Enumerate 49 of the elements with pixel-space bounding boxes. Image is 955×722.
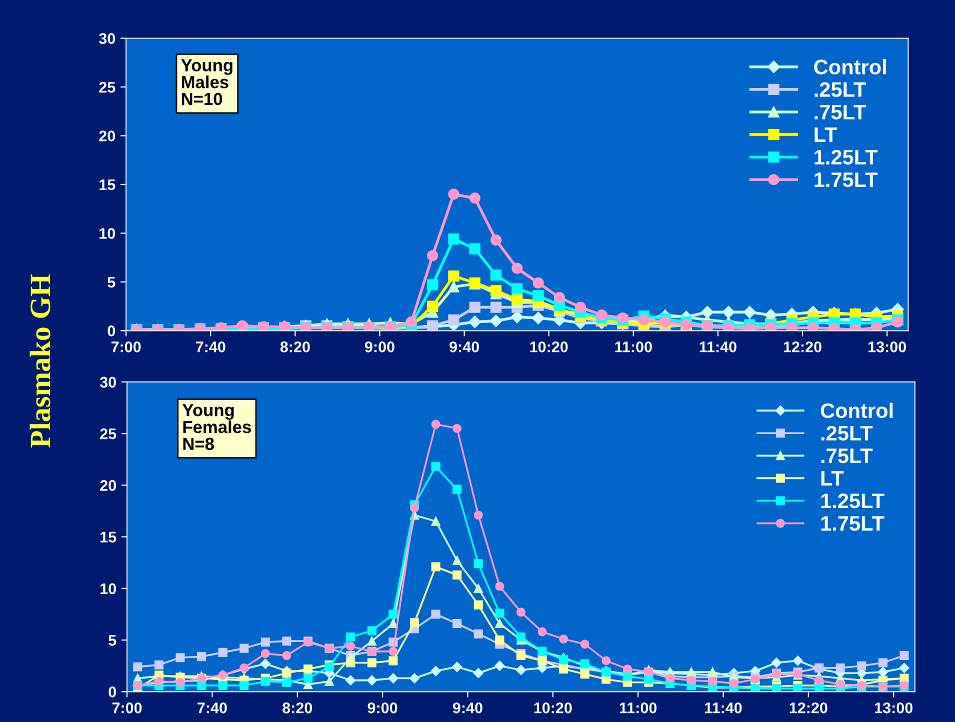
x-tick-label: 11:40 — [705, 702, 742, 714]
x-tick-label: 13:00 — [875, 702, 913, 714]
x-tick-label: 7:40 — [196, 341, 226, 352]
legend-label: 1.75LT — [814, 172, 878, 188]
legend-label: 1.25LT — [821, 494, 884, 508]
y-tick-label: 15 — [100, 179, 116, 190]
legend-label: Control — [820, 402, 893, 418]
legend-label: .25LT — [821, 426, 873, 441]
y-tick-label: 15 — [100, 532, 116, 542]
y-tick-label: 20 — [99, 130, 116, 142]
annotation: Young Males N=10 — [181, 59, 232, 106]
legend-label: .25LT — [814, 82, 866, 97]
y-tick-label: 30 — [100, 376, 116, 388]
legend-label: LT — [821, 471, 844, 486]
x-tick-label: 9:40 — [452, 702, 482, 714]
y-axis-title: Plasmako GH — [30, 274, 50, 448]
x-tick-label: 11:00 — [615, 341, 652, 352]
y-tick-label: 25 — [99, 82, 116, 93]
legend-label: Control — [814, 59, 886, 74]
x-tick-label: 10:20 — [530, 341, 568, 352]
x-tick-label: 12:20 — [784, 341, 822, 352]
x-tick-label: 7:00 — [111, 341, 141, 352]
legend-label: 1.75LT — [821, 516, 884, 531]
x-tick-label: 9:40 — [450, 341, 479, 352]
x-tick-label: 7:00 — [112, 702, 142, 714]
annotation: Young Females N=8 — [182, 404, 251, 450]
y-tick-label: 30 — [99, 33, 116, 44]
x-tick-label: 11:40 — [700, 341, 736, 352]
x-tick-label: 13:00 — [868, 341, 906, 352]
legend-label: LT — [814, 128, 838, 142]
y-tick-label: 25 — [100, 428, 116, 440]
legend-label: .75LT — [821, 448, 873, 464]
y-tick-label: 5 — [108, 635, 116, 646]
legend-label: .75LT — [814, 104, 866, 120]
y-tick-label: 0 — [108, 326, 116, 336]
y-tick-label: 20 — [100, 480, 116, 491]
x-tick-label: 7:40 — [198, 702, 227, 714]
y-tick-label: 0 — [108, 686, 116, 698]
x-tick-label: 12:20 — [790, 702, 828, 714]
x-tick-label: 10:20 — [534, 702, 572, 714]
x-tick-label: 8:20 — [280, 341, 310, 352]
x-tick-label: 9:00 — [368, 702, 398, 714]
y-tick-label: 5 — [108, 276, 116, 288]
x-tick-label: 9:00 — [364, 341, 394, 352]
x-tick-label: 8:20 — [282, 702, 312, 714]
legend-label: 1.25LT — [814, 150, 878, 165]
x-tick-label: 11:00 — [620, 702, 657, 714]
y-tick-label: 10 — [100, 228, 116, 239]
y-tick-label: 10 — [100, 583, 116, 594]
